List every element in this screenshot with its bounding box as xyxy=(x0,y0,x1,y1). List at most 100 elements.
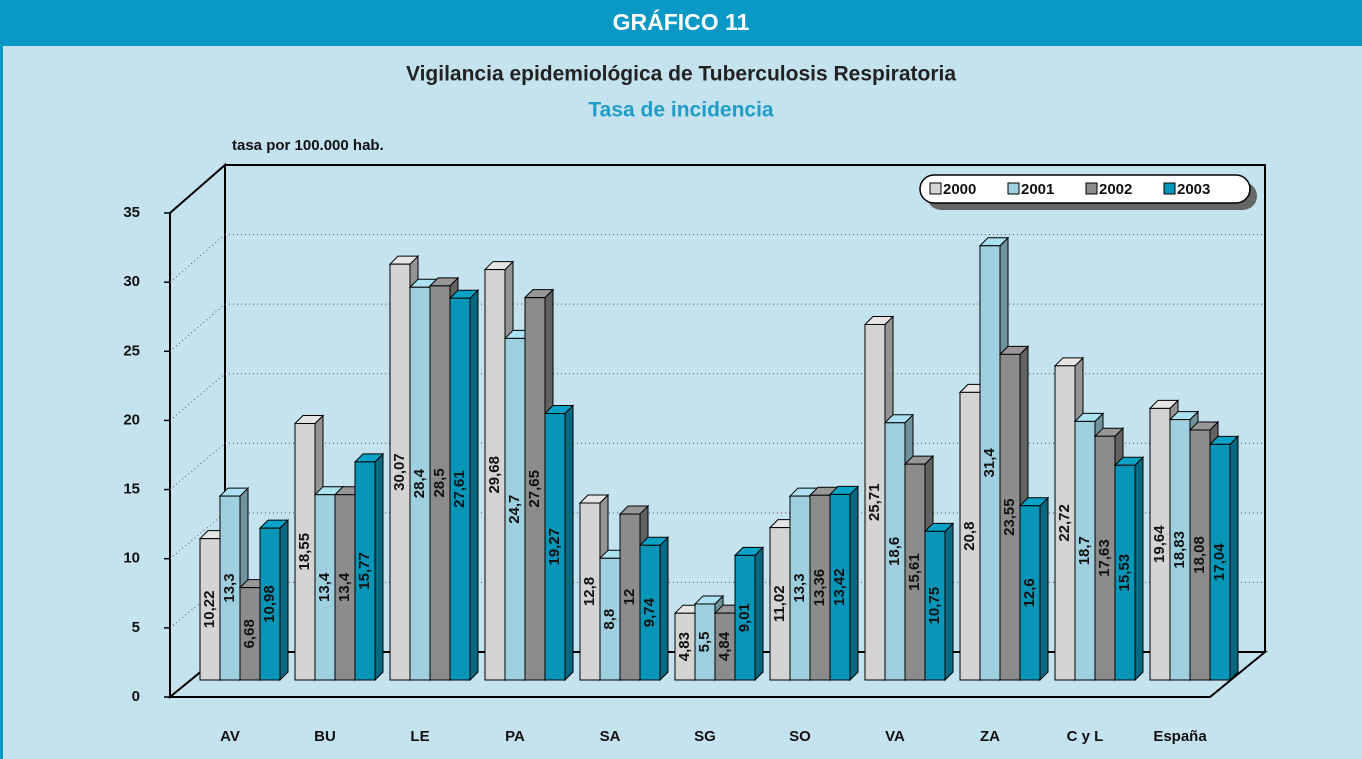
value-label: 15,61 xyxy=(906,553,923,591)
value-label: 13,4 xyxy=(336,572,353,602)
value-label: 18,6 xyxy=(886,537,903,566)
y-tick-label: 25 xyxy=(123,342,140,359)
value-label: 18,7 xyxy=(1076,536,1093,565)
x-tick-label: LE xyxy=(410,728,429,745)
value-label: 24,7 xyxy=(506,495,523,524)
legend-label: 2001 xyxy=(1021,181,1054,198)
x-tick-label: C y L xyxy=(1067,728,1104,745)
value-label: 12,6 xyxy=(1021,578,1038,607)
y-tick-label: 35 xyxy=(123,204,140,221)
value-label: 15,53 xyxy=(1116,554,1133,592)
value-label: 8,8 xyxy=(601,609,618,630)
value-label: 30,07 xyxy=(391,453,408,491)
value-label: 4,84 xyxy=(716,631,733,661)
value-label: 31,4 xyxy=(981,448,998,478)
y-tick-label: 5 xyxy=(132,619,140,636)
x-tick-label: SO xyxy=(789,728,811,745)
grid-line xyxy=(169,303,226,352)
y-axis-label: tasa por 100.000 hab. xyxy=(232,137,384,154)
value-label: 18,83 xyxy=(1171,531,1188,569)
header: GRÁFICO 11 xyxy=(613,8,750,35)
bar xyxy=(829,493,851,681)
legend xyxy=(919,174,1251,204)
bar xyxy=(449,297,471,681)
value-label: 19,64 xyxy=(1151,525,1168,563)
y-tick-label: 0 xyxy=(132,688,140,705)
x-tick-label: BU xyxy=(314,728,336,745)
y-tick-label: 30 xyxy=(123,273,140,290)
bar xyxy=(734,554,756,681)
bar-side xyxy=(469,288,479,682)
value-label: 15,77 xyxy=(356,552,373,590)
value-label: 28,4 xyxy=(411,468,428,498)
bar-side xyxy=(944,522,954,682)
value-label: 29,68 xyxy=(486,456,503,494)
bar xyxy=(259,527,281,681)
bar xyxy=(1114,464,1136,681)
x-tick-label: ZA xyxy=(980,728,1000,745)
value-label: 18,08 xyxy=(1191,536,1208,574)
value-label: 18,55 xyxy=(296,533,313,571)
bar-side xyxy=(1229,435,1239,682)
x-tick-label: SG xyxy=(694,728,716,745)
value-label: 13,3 xyxy=(791,573,808,602)
value-label: 5,5 xyxy=(696,632,713,653)
bar xyxy=(354,461,376,681)
bar-side xyxy=(1039,496,1049,682)
legend-label: 2003 xyxy=(1177,181,1210,198)
value-label: 20,8 xyxy=(961,522,978,551)
bar xyxy=(924,530,946,681)
grid-line xyxy=(169,373,226,421)
value-label: 10,75 xyxy=(926,587,943,625)
value-label: 10,98 xyxy=(261,585,278,623)
left-border xyxy=(0,46,3,759)
y-tick-label: 10 xyxy=(123,550,140,567)
bar xyxy=(639,544,661,681)
value-label: 9,74 xyxy=(641,597,658,627)
bar-side xyxy=(564,404,574,682)
bar xyxy=(544,413,566,681)
legend-label: 2002 xyxy=(1099,181,1132,198)
value-label: 6,68 xyxy=(241,619,258,648)
bar xyxy=(1019,505,1041,681)
bar xyxy=(1209,443,1231,681)
value-label: 9,01 xyxy=(736,603,753,632)
bar-side xyxy=(659,536,669,682)
chart-subtitle: Tasa de incidencia xyxy=(588,99,774,122)
legend-swatch xyxy=(1163,182,1176,195)
legend-swatch xyxy=(929,182,942,195)
value-label: 28,5 xyxy=(431,468,448,497)
x-tick-label: SA xyxy=(600,728,621,745)
value-label: 12,8 xyxy=(581,577,598,606)
x-tick-label: VA xyxy=(885,728,905,745)
header-bar xyxy=(0,0,1362,46)
value-label: 27,65 xyxy=(526,470,543,508)
value-label: 13,42 xyxy=(831,568,848,606)
value-label: 25,71 xyxy=(866,483,883,521)
value-label: 13,36 xyxy=(811,569,828,607)
bar-side xyxy=(1134,456,1144,682)
chart-title: Vigilancia epidemiológica de Tuberculosi… xyxy=(406,63,956,86)
value-label: 13,3 xyxy=(221,573,238,602)
bar-side xyxy=(279,518,289,682)
value-label: 13,4 xyxy=(316,572,333,602)
bar-side xyxy=(849,485,859,682)
value-label: 4,83 xyxy=(676,632,693,661)
value-label: 17,63 xyxy=(1096,539,1113,577)
value-label: 10,22 xyxy=(201,591,218,629)
y-tick-label: 15 xyxy=(123,481,140,498)
value-label: 22,72 xyxy=(1056,504,1073,542)
x-tick-label: España xyxy=(1153,728,1207,745)
x-tick-label: AV xyxy=(220,728,240,745)
value-label: 23,55 xyxy=(1001,498,1018,536)
bar-side xyxy=(374,452,384,682)
legend-swatch xyxy=(1007,182,1020,195)
bar-side xyxy=(754,546,764,682)
grid-line xyxy=(169,234,226,283)
value-label: 17,04 xyxy=(1211,543,1228,581)
value-label: 12 xyxy=(621,589,638,606)
legend-label: 2000 xyxy=(943,181,976,198)
value-label: 19,27 xyxy=(546,528,563,566)
x-tick-label: PA xyxy=(505,728,525,745)
